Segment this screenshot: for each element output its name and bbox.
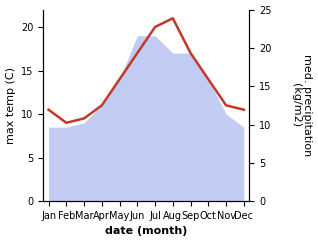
X-axis label: date (month): date (month) bbox=[105, 227, 187, 236]
Y-axis label: med. precipitation
(kg/m2): med. precipitation (kg/m2) bbox=[291, 54, 313, 157]
Y-axis label: max temp (C): max temp (C) bbox=[5, 67, 16, 144]
